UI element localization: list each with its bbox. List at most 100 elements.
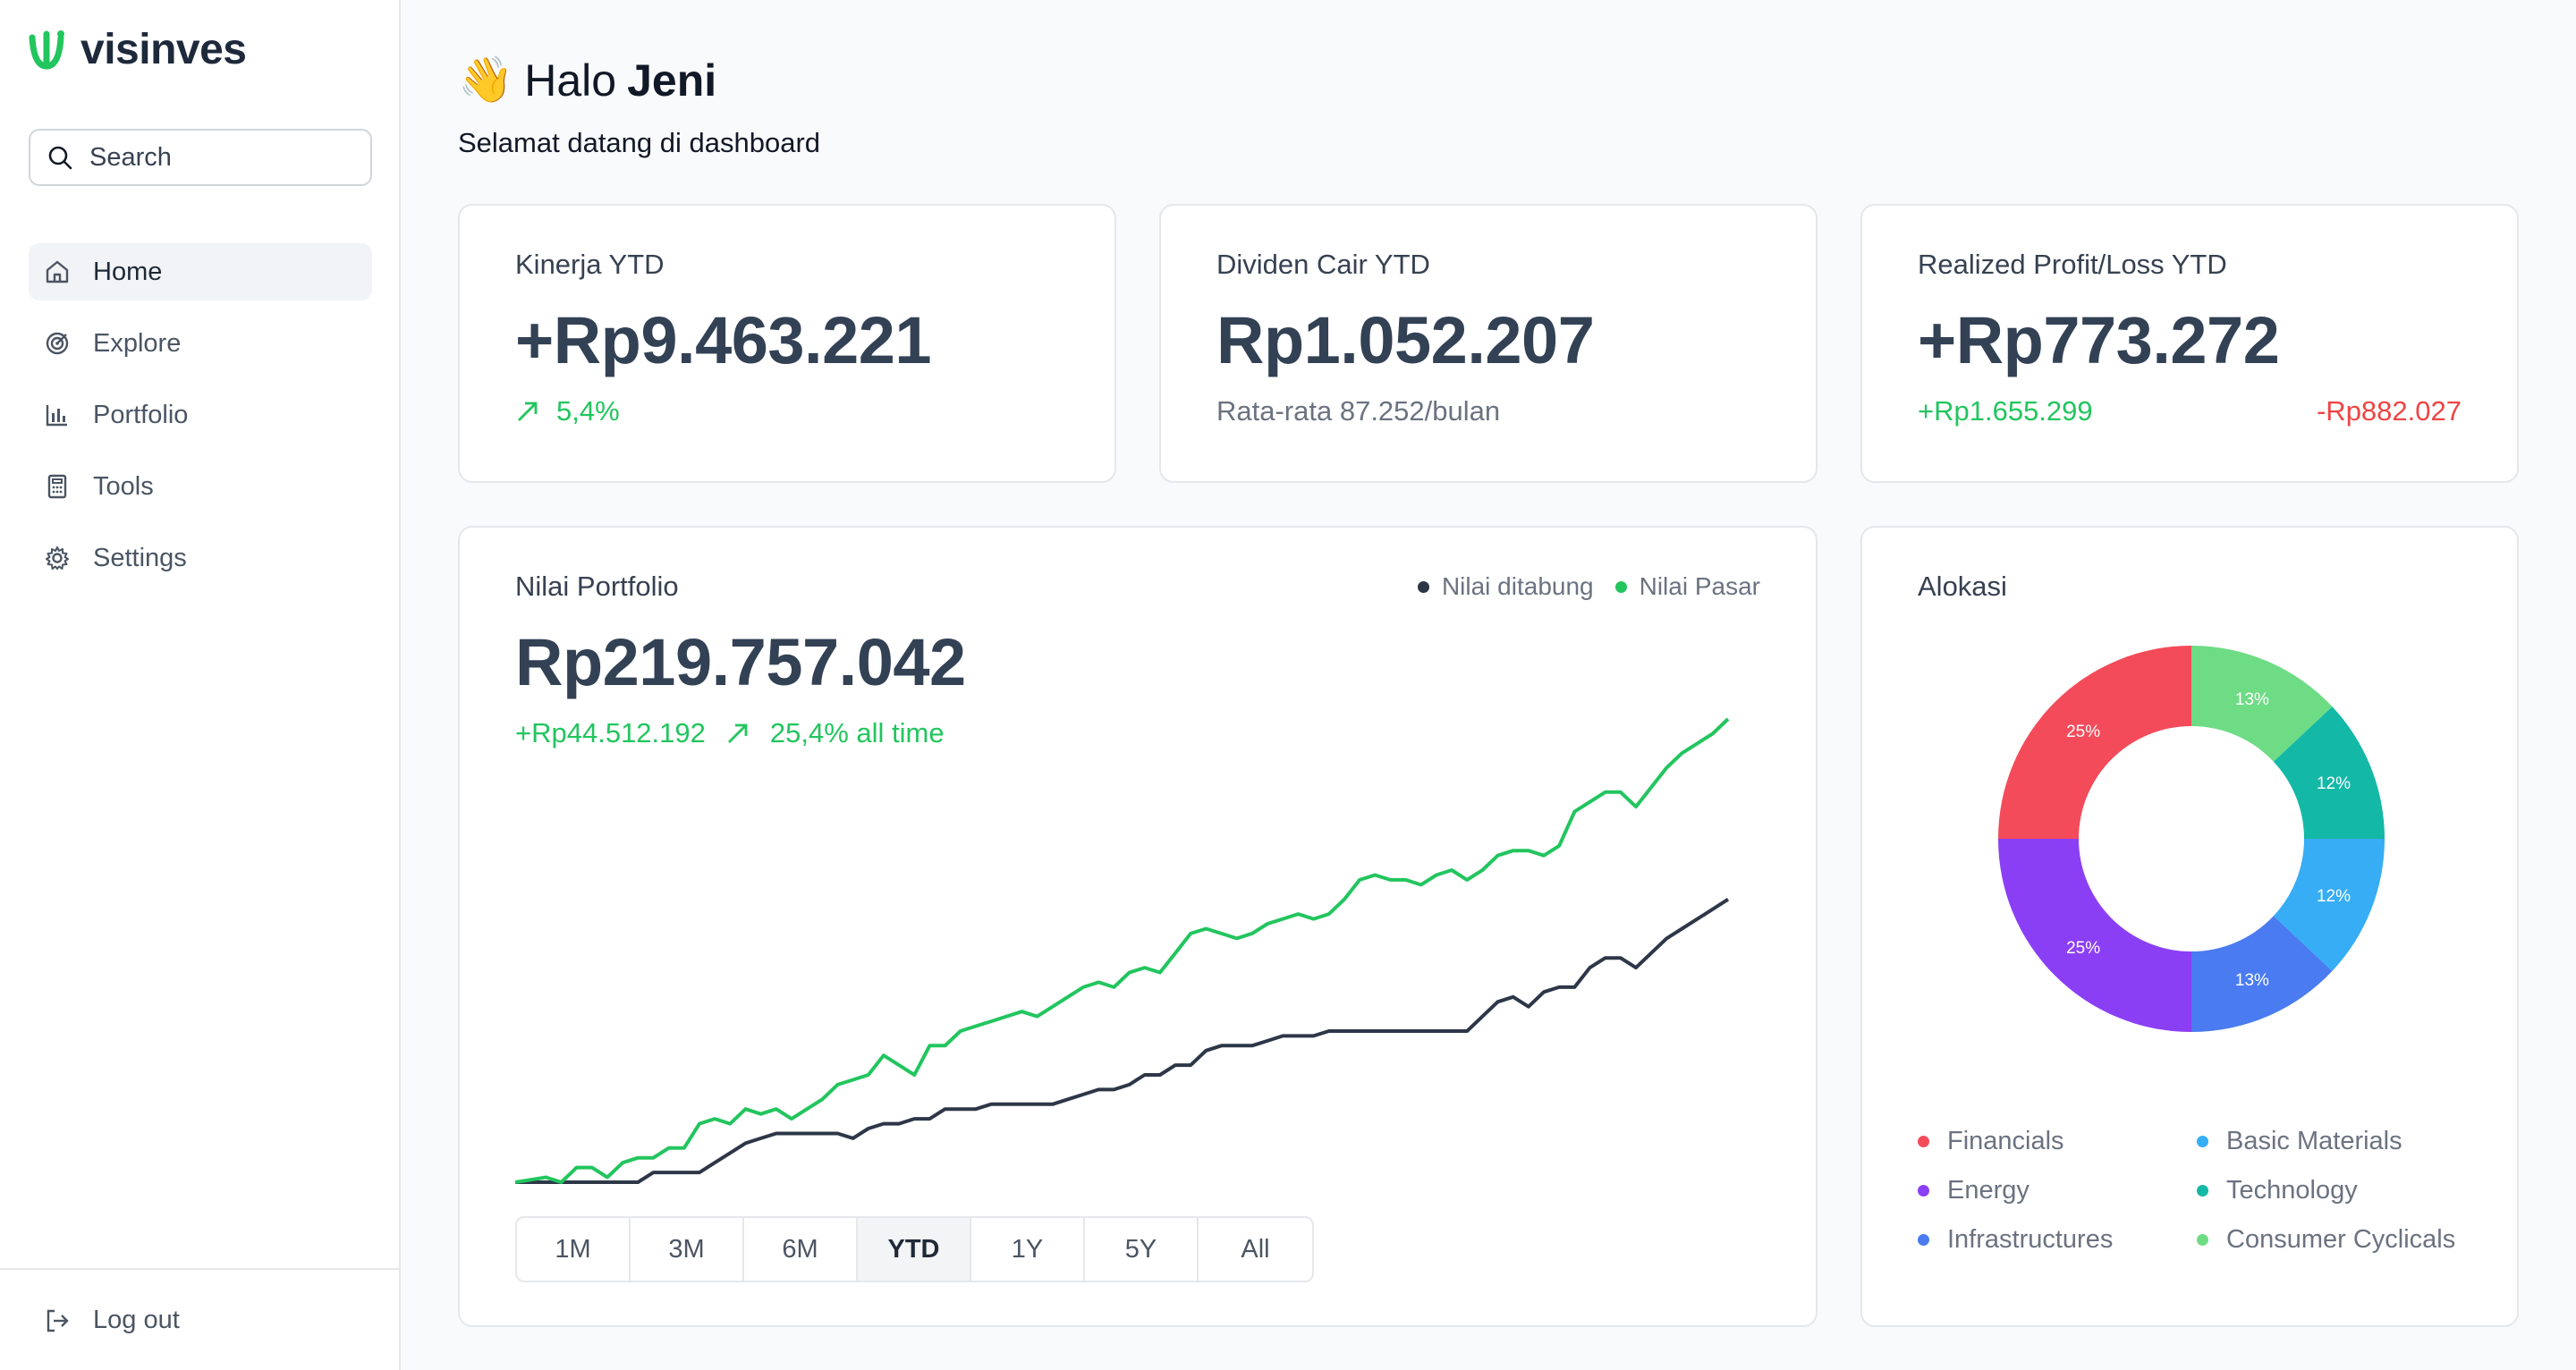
sidebar-item-home[interactable]: Home	[29, 243, 372, 300]
visinves-logo-icon	[29, 30, 64, 70]
legend-dot	[2197, 1185, 2208, 1197]
dividen-average: Rata-rata 87.252/bulan	[1216, 395, 1501, 427]
legend-label: Infrastructures	[1947, 1225, 2114, 1254]
legend-label: Technology	[2226, 1176, 2358, 1205]
search-placeholder: Search	[89, 142, 172, 172]
legend-label: Financials	[1947, 1127, 2064, 1155]
calculator-icon	[47, 474, 67, 499]
portfolio-title: Nilai Portfolio	[515, 571, 679, 602]
sidebar-nav: Home Explore Portfolio Tools Settings	[29, 243, 372, 601]
donut-slice-label: 13%	[2235, 690, 2269, 709]
kinerja-change-value: 5,4%	[556, 395, 620, 427]
dividen-value: Rp1.052.207	[1216, 303, 1595, 377]
range-button-1y[interactable]: 1Y	[971, 1218, 1085, 1281]
legend-label: Nilai ditabung	[1441, 572, 1594, 600]
donut-slice-technology[interactable]	[2273, 706, 2385, 839]
sidebar-footer: Log out	[0, 1268, 401, 1370]
alokasi-title: Alokasi	[1918, 571, 2007, 602]
sidebar-item-settings[interactable]: Settings	[29, 529, 372, 587]
legend-dot	[2197, 1234, 2208, 1246]
portfolio-gain-amount: +Rp44.512.192	[515, 717, 706, 748]
donut-slice-energy[interactable]	[1998, 839, 2191, 1032]
legend-dot	[1918, 1185, 1929, 1197]
dividen-card: Dividen Cair YTD Rp1.052.207 Rata-rata 8…	[1159, 204, 1818, 483]
wave-emoji-icon: 👋	[458, 55, 514, 105]
allocation-donut-chart: 13% 12% 12% 13% 25% 25%	[1998, 646, 2385, 1032]
target-icon	[46, 332, 69, 355]
greeting-subtitle: Selamat datang di dashboard	[458, 127, 821, 158]
allocation-legend: Financials Basic Materials Energy Techno…	[1918, 1127, 2472, 1255]
kinerja-value: +Rp9.463.221	[515, 303, 932, 377]
logout-button[interactable]: Log out	[43, 1306, 180, 1335]
kinerja-title: Kinerja YTD	[515, 249, 665, 280]
trend-up-arrow-icon	[518, 402, 538, 421]
donut-slice-infrastructures[interactable]	[2191, 916, 2333, 1032]
series-line-nilai-ditabung	[515, 898, 1730, 1184]
kinerja-change: 5,4%	[515, 395, 620, 427]
portfolio-line-chart	[514, 717, 1730, 1184]
legend-dot	[1614, 580, 1627, 593]
sidebar-item-tools[interactable]: Tools	[29, 458, 372, 515]
user-name: Jeni	[627, 55, 717, 106]
realized-profit: +Rp1.655.299	[1918, 395, 2093, 427]
range-button-all[interactable]: All	[1241, 1234, 1270, 1264]
portfolio-gain-percent: 25,4% all time	[769, 717, 945, 748]
legend-dot	[1918, 1136, 1929, 1147]
legend-basic-materials: Basic Materials	[2197, 1127, 2472, 1156]
range-button-6m[interactable]: 6M	[744, 1218, 858, 1281]
range-button-ytd[interactable]: YTD	[858, 1218, 971, 1281]
sidebar-item-label: Portfolio	[93, 400, 189, 429]
sidebar: visinves Search Home Explore Portfolio T…	[0, 0, 401, 1370]
sidebar-item-label: Home	[93, 257, 163, 286]
donut-slice-label: 25%	[2066, 939, 2100, 958]
range-button-3m[interactable]: 3M	[631, 1218, 744, 1281]
realized-loss: -Rp882.027	[2316, 395, 2462, 427]
donut-slice-consumer-cyclicals[interactable]	[2191, 646, 2333, 762]
realized-value: +Rp773.272	[1918, 303, 2280, 377]
legend-label: Nilai Pasar	[1639, 572, 1760, 600]
range-button-1m[interactable]: 1M	[517, 1218, 631, 1281]
kinerja-card: Kinerja YTD +Rp9.463.221 5,4%	[458, 204, 1116, 483]
legend-infrastructures: Infrastructures	[1918, 1225, 2197, 1255]
donut-slice-label: 12%	[2317, 774, 2351, 793]
legend-label: Basic Materials	[2226, 1127, 2402, 1155]
trend-up-arrow-icon	[727, 723, 748, 743]
app-name: visinves	[80, 26, 247, 73]
legend-dot	[2197, 1136, 2208, 1147]
alokasi-card: Alokasi 13% 12% 12% 13% 25% 25% Financials Ba…	[1860, 526, 2519, 1327]
series-line-nilai-pasar	[514, 717, 1730, 1184]
portfolio-card: Nilai Portfolio Nilai ditabung Nilai Pas…	[458, 526, 1818, 1327]
sidebar-item-label: Settings	[93, 543, 187, 572]
donut-slice-label: 12%	[2317, 887, 2351, 906]
logout-label: Log out	[93, 1306, 180, 1334]
donut-slice-label: 25%	[2066, 723, 2100, 741]
legend-technology: Technology	[2197, 1176, 2472, 1205]
home-icon	[46, 260, 69, 283]
greeting-hello: Halo	[524, 55, 617, 106]
portfolio-value: Rp219.757.042	[515, 625, 966, 699]
legend-consumer-cyclicals: Consumer Cyclicals	[2197, 1225, 2472, 1255]
legend-nilai-pasar: Nilai Pasar	[1614, 572, 1760, 601]
donut-slice-label: 13%	[2235, 971, 2269, 990]
sidebar-item-portfolio[interactable]: Portfolio	[29, 386, 372, 444]
legend-dot	[1417, 580, 1429, 593]
sidebar-item-label: Tools	[93, 471, 154, 501]
portfolio-legend: Nilai ditabung Nilai Pasar	[1417, 572, 1760, 601]
bar-chart-icon	[46, 405, 67, 427]
sidebar-item-explore[interactable]: Explore	[29, 315, 372, 372]
portfolio-gain: +Rp44.512.192 25,4% all time	[515, 717, 945, 749]
donut-slice-financials[interactable]	[1998, 646, 2191, 839]
greeting-heading: 👋 Halo Jeni	[458, 54, 716, 106]
range-button-5y[interactable]: 5Y	[1085, 1218, 1199, 1281]
legend-label: Consumer Cyclicals	[2226, 1225, 2456, 1254]
legend-financials: Financials	[1918, 1127, 2197, 1156]
logout-icon	[47, 1309, 69, 1332]
realized-title: Realized Profit/Loss YTD	[1918, 249, 2227, 280]
search-input[interactable]: Search	[29, 129, 372, 186]
realized-card: Realized Profit/Loss YTD +Rp773.272 +Rp1…	[1860, 204, 2519, 483]
sidebar-item-label: Explore	[93, 328, 182, 358]
app-logo[interactable]: visinves	[27, 25, 247, 74]
legend-dot	[1918, 1234, 1929, 1246]
donut-slice-basic-materials[interactable]	[2273, 839, 2385, 971]
gear-icon	[46, 546, 69, 570]
